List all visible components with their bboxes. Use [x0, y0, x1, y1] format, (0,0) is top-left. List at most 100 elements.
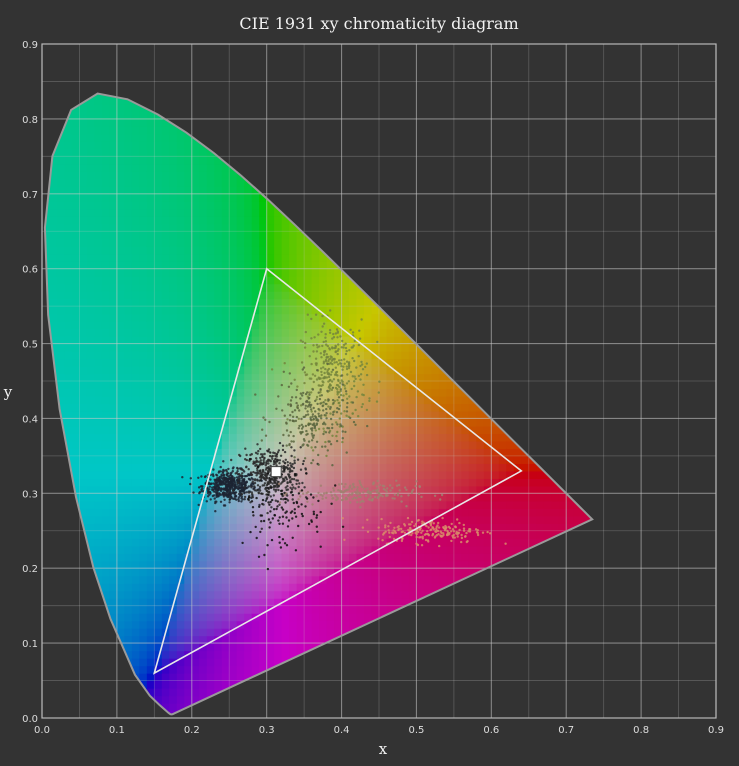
color-cell: [364, 313, 373, 322]
color-cell: [71, 343, 81, 352]
color-cell: [116, 710, 125, 715]
color-cell: [401, 283, 410, 292]
color-cell: [154, 381, 163, 390]
color-cell: [266, 598, 275, 607]
color-cell: [281, 523, 290, 532]
color-cell: [319, 156, 328, 165]
color-cell: [446, 223, 455, 232]
color-cell: [146, 508, 155, 517]
color-cell: [274, 628, 283, 637]
color-cell: [326, 395, 335, 405]
color-cell: [236, 425, 245, 435]
color-cell: [49, 208, 58, 217]
color-cell: [401, 463, 410, 472]
color-cell: [311, 291, 320, 300]
color-cell: [296, 680, 305, 689]
color-cell: [304, 590, 313, 599]
color-cell: [311, 261, 320, 270]
color-cell: [71, 418, 81, 427]
color-cell: [71, 568, 81, 577]
color-cell: [476, 246, 485, 255]
color-cell: [401, 418, 410, 427]
color-cell: [423, 133, 433, 142]
color-cell: [371, 163, 380, 172]
color-cell: [356, 620, 365, 629]
color-cell: [161, 381, 170, 390]
color-cell: [49, 261, 58, 270]
color-cell: [289, 343, 298, 352]
color-cell: [379, 103, 388, 112]
color-cell: [438, 470, 447, 479]
color-cell: [101, 523, 110, 532]
color-cell: [146, 635, 155, 644]
color-cell: [124, 470, 133, 479]
color-cell: [319, 238, 328, 247]
color-cell: [244, 388, 253, 397]
color-cell: [289, 246, 298, 255]
color-cell: [311, 710, 320, 715]
color-cell: [431, 605, 440, 614]
color-cell: [259, 418, 268, 427]
color-cell: [146, 231, 155, 240]
color-cell: [184, 336, 193, 345]
color-cell: [124, 478, 133, 487]
color-cell: [139, 425, 148, 435]
color-cell: [116, 133, 125, 142]
color-cell: [56, 238, 66, 247]
color-cell: [139, 216, 148, 225]
color-cell: [259, 96, 268, 105]
color-cell: [206, 291, 215, 300]
color-cell: [438, 463, 447, 472]
color-cell: [244, 298, 253, 307]
color-cell: [236, 261, 245, 270]
color-cell: [304, 605, 313, 614]
color-cell: [379, 665, 388, 674]
color-cell: [64, 381, 73, 390]
color-cell: [476, 448, 485, 457]
color-cell: [296, 410, 305, 420]
color-cell: [206, 403, 215, 412]
color-cell: [229, 455, 238, 464]
color-cell: [372, 81, 380, 89]
color-cell: [371, 201, 380, 210]
color-cell: [49, 410, 58, 420]
color-cell: [408, 568, 418, 577]
color-cell: [94, 403, 103, 412]
color-cell: [169, 81, 177, 89]
color-cell: [236, 343, 245, 352]
color-cell: [49, 673, 58, 682]
color-cell: [176, 268, 185, 277]
color-cell: [379, 508, 388, 517]
color-cell: [453, 268, 462, 277]
color-cell: [416, 553, 425, 562]
color-cell: [44, 246, 51, 255]
color-cell: [259, 680, 268, 689]
color-cell: [266, 695, 275, 704]
color-cell: [64, 560, 73, 569]
color-cell: [191, 373, 200, 382]
color-cell: [461, 81, 469, 89]
color-cell: [438, 545, 447, 554]
color-cell: [131, 306, 140, 315]
color-cell: [393, 575, 403, 584]
color-cell: [221, 351, 230, 360]
color-cell: [349, 530, 358, 539]
color-cell: [214, 321, 223, 330]
color-cell: [214, 538, 223, 547]
color-cell: [304, 268, 313, 277]
color-cell: [438, 336, 447, 345]
color-cell: [393, 440, 403, 449]
color-cell: [423, 343, 433, 352]
color-cell: [56, 291, 66, 300]
color-cell: [401, 163, 410, 172]
color-cell: [431, 395, 440, 405]
color-cell: [79, 171, 88, 180]
color-cell: [401, 515, 410, 524]
color-cell: [251, 103, 260, 112]
color-cell: [431, 538, 440, 547]
color-cell: [319, 81, 327, 89]
color-cell: [319, 291, 328, 300]
color-cell: [281, 283, 290, 292]
color-cell: [296, 118, 305, 127]
color-cell: [191, 613, 200, 622]
